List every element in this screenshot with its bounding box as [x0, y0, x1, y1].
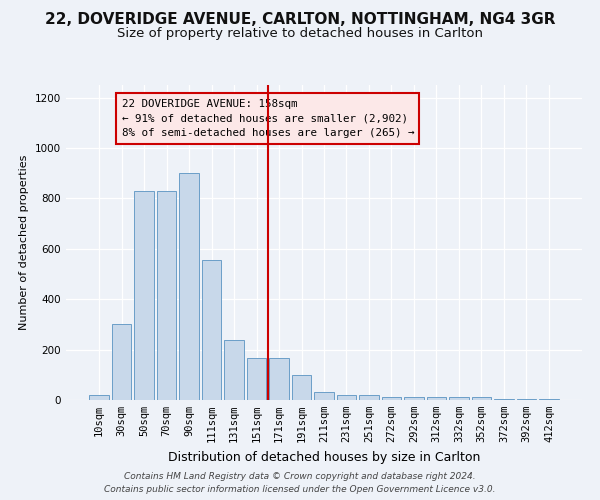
Text: Size of property relative to detached houses in Carlton: Size of property relative to detached ho… — [117, 28, 483, 40]
Bar — [449, 398, 469, 400]
Bar — [247, 358, 266, 400]
Bar — [179, 173, 199, 400]
Bar — [112, 324, 131, 400]
Bar — [224, 340, 244, 400]
Bar — [269, 358, 289, 400]
Bar — [494, 398, 514, 400]
Text: Contains HM Land Registry data © Crown copyright and database right 2024.
Contai: Contains HM Land Registry data © Crown c… — [104, 472, 496, 494]
Bar — [202, 260, 221, 400]
Bar — [404, 398, 424, 400]
Bar — [382, 398, 401, 400]
Text: 22 DOVERIDGE AVENUE: 158sqm
← 91% of detached houses are smaller (2,902)
8% of s: 22 DOVERIDGE AVENUE: 158sqm ← 91% of det… — [122, 99, 414, 138]
Y-axis label: Number of detached properties: Number of detached properties — [19, 155, 29, 330]
Bar — [157, 191, 176, 400]
Text: 22, DOVERIDGE AVENUE, CARLTON, NOTTINGHAM, NG4 3GR: 22, DOVERIDGE AVENUE, CARLTON, NOTTINGHA… — [45, 12, 555, 28]
Bar — [337, 395, 356, 400]
Bar — [517, 398, 536, 400]
Bar — [359, 395, 379, 400]
Bar — [89, 395, 109, 400]
Bar — [292, 375, 311, 400]
Bar — [427, 398, 446, 400]
Bar — [314, 392, 334, 400]
Bar — [134, 191, 154, 400]
Bar — [472, 398, 491, 400]
Bar — [539, 398, 559, 400]
X-axis label: Distribution of detached houses by size in Carlton: Distribution of detached houses by size … — [168, 450, 480, 464]
